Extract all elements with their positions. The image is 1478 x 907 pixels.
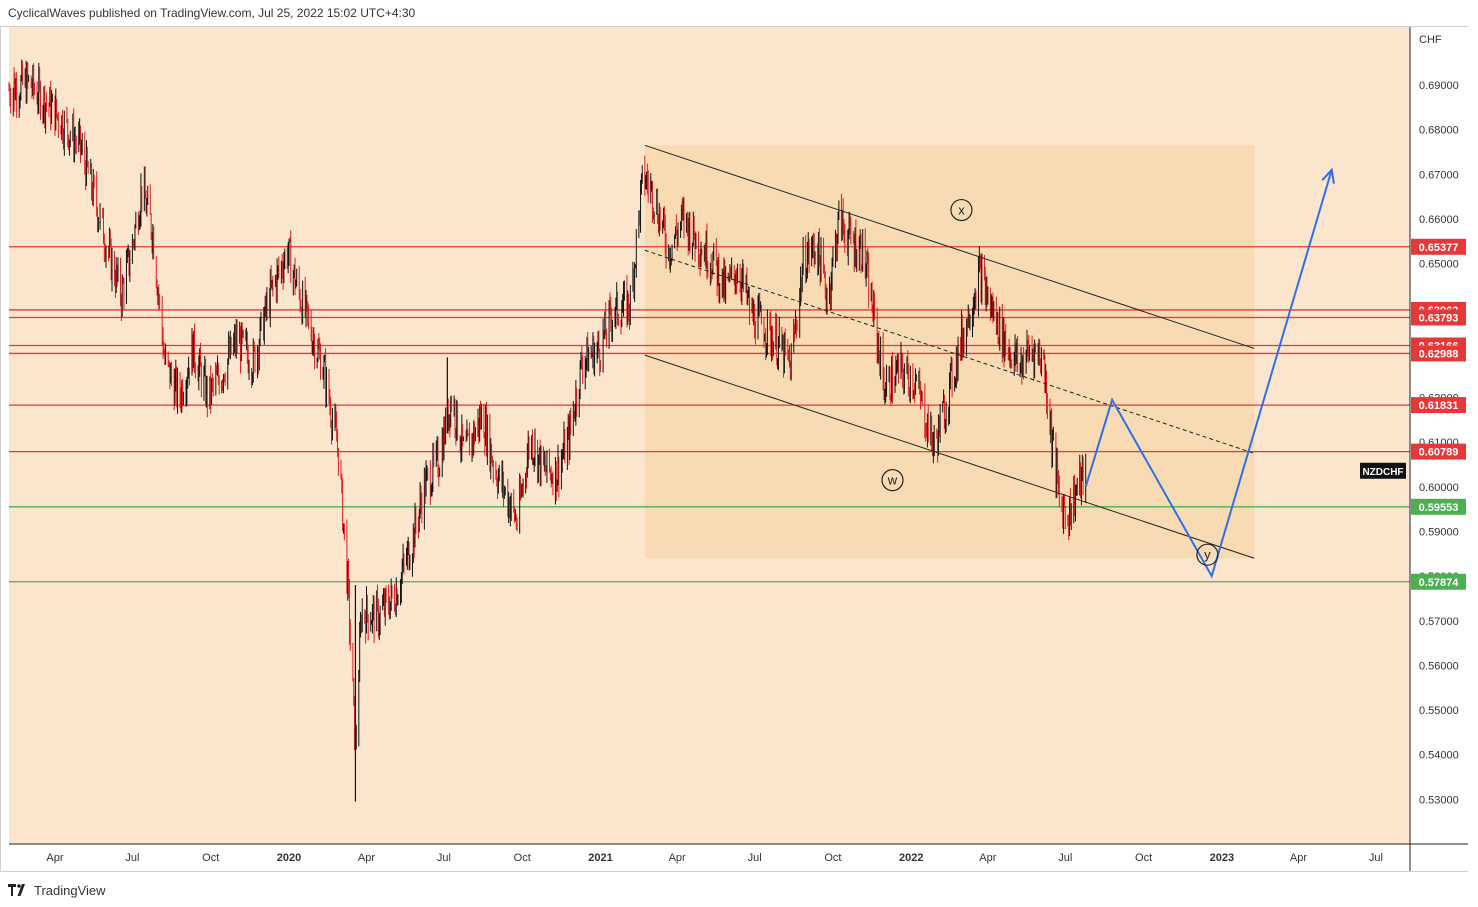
candlestick-chart[interactable]: w x y CHF 0.69000 0.68000 0.67000 0.66000 0.65… (0, 0, 1478, 880)
level-price-tag (1411, 397, 1466, 414)
chart-container[interactable]: w x y CHF 0.69000 0.68000 0.67000 0.66000 0.65… (0, 0, 1478, 885)
time-tick-label: Oct (202, 852, 219, 864)
price-tick-label: 0.55000 (1419, 705, 1459, 717)
price-tick-label: 0.57000 (1419, 616, 1459, 628)
currency-label: CHF (1419, 34, 1442, 46)
level-price-tag-label: 0.61831 (1419, 400, 1459, 412)
publish-line: CyclicalWaves published on TradingView.c… (8, 6, 416, 20)
tradingview-logo-icon (8, 884, 25, 896)
time-tick-label: Oct (514, 852, 531, 864)
price-tick-label: 0.60000 (1419, 482, 1459, 494)
publish-header: CyclicalWaves published on TradingView.c… (8, 6, 415, 20)
channel-upper-line (644, 144, 1255, 349)
channel-mid-line (644, 249, 1255, 454)
wave-text: y (1204, 547, 1211, 562)
wave-circle (881, 469, 904, 492)
wave-circle (1196, 543, 1219, 566)
time-tick-label: Jul (1058, 852, 1072, 864)
channel-lines-layer (644, 144, 1255, 559)
time-tick-label: Jul (1369, 852, 1383, 864)
price-tick-label: 0.56000 (1419, 660, 1459, 672)
projection-layer (1084, 167, 1335, 579)
time-tick-label: Apr (46, 852, 63, 864)
time-tick-label: Apr (358, 852, 375, 864)
price-tick-label: 0.66000 (1419, 214, 1459, 226)
price-axis-background (1410, 27, 1468, 844)
level-price-tag-label: 0.63793 (1419, 313, 1459, 325)
wave-text: w (887, 473, 898, 488)
time-tick-label: Jul (437, 852, 451, 864)
wave-label-y: y (1196, 543, 1219, 566)
candles-layer (8, 59, 1087, 802)
level-price-tag-label: 0.59553 (1419, 502, 1459, 514)
level-price-tag-label: 0.65377 (1419, 242, 1459, 254)
level-price-tag (1411, 443, 1466, 460)
price-tick-label: 0.68000 (1419, 125, 1459, 137)
level-price-tag (1411, 345, 1466, 362)
level-price-tag (1411, 238, 1466, 255)
price-tick-label: 0.65000 (1419, 259, 1459, 271)
time-axis-background (9, 844, 1468, 871)
time-tick-label: Apr (669, 852, 686, 864)
footer-brand: TradingView (34, 882, 106, 898)
time-tick-label: 2021 (588, 852, 612, 864)
price-tick-label: 0.67000 (1419, 169, 1459, 181)
footer: TradingView (8, 880, 106, 900)
channel-layer (644, 145, 1255, 559)
time-tick-label: 2020 (277, 852, 301, 864)
time-tick-label: Jul (748, 852, 762, 864)
price-tags-layer: 0.653770.639620.637930.631660.629880.618… (1360, 238, 1466, 590)
symbol-tag (1360, 462, 1406, 479)
time-tick-label: Oct (824, 852, 841, 864)
channel-box (644, 145, 1255, 559)
time-tick-label: Jul (125, 852, 139, 864)
level-price-tag (1411, 573, 1466, 590)
level-price-tag-label: 0.57874 (1419, 577, 1460, 589)
wave-label-x: x (950, 198, 973, 222)
time-tick-label: Oct (1135, 852, 1152, 864)
time-tick-label: Apr (1290, 852, 1307, 864)
price-tick-label: 0.53000 (1419, 794, 1459, 806)
level-price-tag (1411, 309, 1466, 326)
level-price-tag-label: 0.62988 (1419, 348, 1459, 360)
wave-labels-layer: w x y (881, 198, 1219, 566)
wave-text: x (958, 203, 965, 218)
price-tick-label: 0.69000 (1419, 80, 1459, 92)
price-tick-label: 0.54000 (1419, 750, 1459, 762)
symbol-tag-label: NZDCHF (1362, 467, 1403, 478)
level-price-tag (1411, 498, 1466, 515)
time-axis: Apr Jul Oct 2020 Apr Jul Oct 2021 Apr Jul Oct 2022 A… (46, 852, 1383, 864)
wave-circle (950, 198, 973, 222)
projection-path (1084, 169, 1333, 579)
level-price-tag-label: 0.60789 (1419, 447, 1459, 459)
wave-label-w: w (881, 469, 904, 492)
time-tick-label: 2023 (1210, 852, 1234, 864)
channel-lower-line (644, 354, 1255, 559)
levels-layer (9, 246, 1410, 583)
projection-arrowhead (1321, 167, 1335, 184)
time-tick-label: 2022 (899, 852, 923, 864)
time-tick-label: Apr (979, 852, 996, 864)
price-tick-label: 0.59000 (1419, 526, 1459, 538)
